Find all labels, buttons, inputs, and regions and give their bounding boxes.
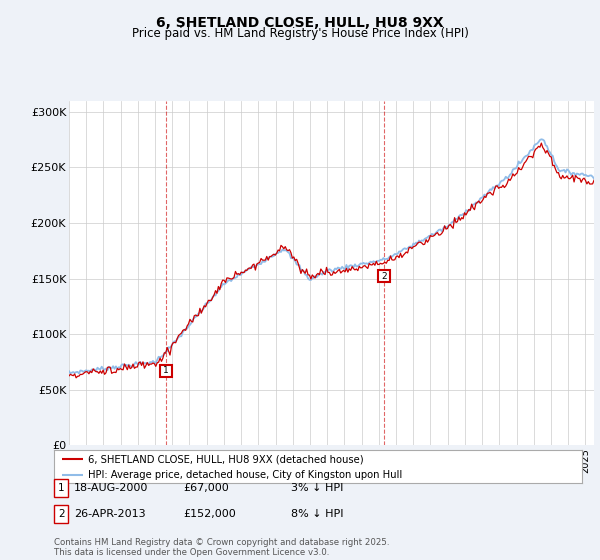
Text: HPI: Average price, detached house, City of Kingston upon Hull: HPI: Average price, detached house, City…: [88, 470, 403, 479]
Text: 1: 1: [58, 483, 65, 493]
Text: 2: 2: [58, 509, 65, 519]
Text: 6, SHETLAND CLOSE, HULL, HU8 9XX: 6, SHETLAND CLOSE, HULL, HU8 9XX: [156, 16, 444, 30]
Text: 26-APR-2013: 26-APR-2013: [74, 509, 145, 519]
Text: 6, SHETLAND CLOSE, HULL, HU8 9XX (detached house): 6, SHETLAND CLOSE, HULL, HU8 9XX (detach…: [88, 454, 364, 464]
Text: £67,000: £67,000: [183, 483, 229, 493]
Text: 1: 1: [163, 366, 169, 375]
Text: 2: 2: [382, 272, 387, 281]
Text: 8% ↓ HPI: 8% ↓ HPI: [291, 509, 343, 519]
Text: 3% ↓ HPI: 3% ↓ HPI: [291, 483, 343, 493]
Text: Price paid vs. HM Land Registry's House Price Index (HPI): Price paid vs. HM Land Registry's House …: [131, 27, 469, 40]
Text: Contains HM Land Registry data © Crown copyright and database right 2025.
This d: Contains HM Land Registry data © Crown c…: [54, 538, 389, 557]
Text: £152,000: £152,000: [183, 509, 236, 519]
Text: 18-AUG-2000: 18-AUG-2000: [74, 483, 148, 493]
